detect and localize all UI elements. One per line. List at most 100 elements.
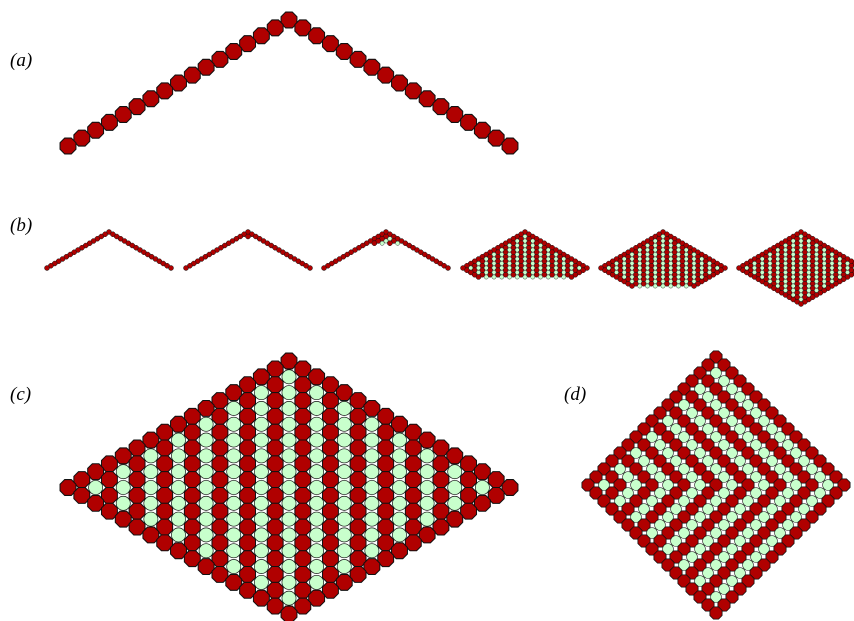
empty-site (702, 423, 714, 435)
occupied-site (740, 267, 746, 273)
occupied-site (156, 455, 174, 473)
occupied-site (701, 358, 715, 372)
occupied-site (87, 494, 105, 512)
occupied-site (349, 455, 367, 473)
empty-site (683, 247, 689, 253)
empty-site (750, 407, 762, 419)
empty-site (710, 591, 722, 603)
occupied-site (661, 462, 675, 476)
empty-site (115, 480, 131, 495)
occupied-site (806, 296, 812, 303)
empty-site (364, 527, 380, 543)
empty-site (522, 274, 528, 280)
empty-site (790, 270, 796, 275)
occupied-site (733, 470, 747, 484)
empty-site (530, 243, 536, 248)
empty-site (561, 256, 567, 262)
occupied-site (446, 106, 464, 123)
occupied-site (653, 502, 667, 516)
empty-site (814, 471, 826, 483)
empty-site (198, 464, 214, 480)
empty-site (814, 261, 819, 266)
panel-c-label: (c) (10, 384, 31, 405)
occupied-site (653, 406, 667, 420)
empty-site (514, 270, 520, 275)
empty-site (742, 431, 754, 443)
occupied-site (377, 66, 395, 84)
occupied-site (73, 486, 91, 504)
empty-site (171, 527, 186, 543)
empty-site (281, 574, 297, 590)
occupied-site (335, 573, 353, 591)
empty-site (621, 265, 627, 271)
occupied-site (348, 249, 354, 255)
occupied-site (335, 384, 353, 402)
empty-site (670, 423, 682, 435)
empty-site (522, 261, 528, 266)
occupied-site (821, 462, 835, 476)
empty-site (759, 256, 765, 262)
occupied-site (410, 245, 416, 251)
occupied-site (241, 231, 247, 237)
occupied-site (653, 534, 667, 548)
empty-site (614, 261, 619, 266)
occupied-site (321, 407, 339, 425)
occupied-site (597, 494, 611, 508)
empty-site (783, 243, 788, 248)
occupied-site (526, 272, 532, 278)
occupied-site (757, 430, 771, 444)
occupied-site (86, 240, 93, 246)
occupied-site (502, 272, 509, 278)
occupied-site (741, 382, 755, 396)
occupied-site (349, 502, 367, 520)
occupied-site (197, 399, 215, 417)
empty-site (226, 448, 242, 464)
empty-site (364, 495, 380, 511)
occupied-site (765, 438, 779, 452)
occupied-site (391, 238, 397, 244)
occupied-site (256, 236, 263, 242)
empty-site (814, 256, 819, 262)
empty-site (798, 256, 804, 262)
occupied-site (661, 398, 675, 412)
empty-site (652, 270, 658, 275)
occupied-site (191, 260, 197, 267)
empty-site (645, 252, 650, 257)
growth-stage-2 (183, 229, 313, 271)
empty-site (253, 401, 269, 416)
occupied-site (197, 558, 215, 576)
empty-site (814, 487, 826, 499)
occupied-site (677, 542, 691, 556)
empty-site (775, 261, 781, 266)
empty-site (676, 247, 681, 253)
occupied-site (183, 265, 189, 271)
empty-site (668, 283, 674, 289)
occupied-site (266, 486, 284, 504)
occupied-site (321, 550, 339, 568)
empty-site (683, 270, 689, 275)
occupied-site (717, 454, 731, 468)
occupied-site (613, 446, 627, 460)
empty-site (767, 252, 773, 257)
empty-site (660, 247, 666, 253)
empty-site (646, 431, 658, 443)
empty-site (637, 256, 643, 262)
empty-site (662, 447, 674, 459)
empty-site (766, 535, 778, 547)
empty-site (702, 391, 714, 403)
occupied-site (183, 550, 201, 568)
occupied-site (813, 454, 827, 468)
empty-site (718, 487, 730, 499)
empty-site (336, 464, 352, 480)
empty-site (253, 464, 269, 480)
empty-site (652, 247, 658, 253)
occupied-site (211, 502, 229, 520)
occupied-site (637, 486, 651, 500)
empty-site (281, 432, 297, 448)
empty-site (491, 274, 497, 280)
occupied-site (164, 263, 170, 269)
empty-site (798, 265, 804, 271)
occupied-site (621, 278, 627, 285)
empty-site (652, 243, 658, 248)
empty-site (694, 511, 706, 523)
